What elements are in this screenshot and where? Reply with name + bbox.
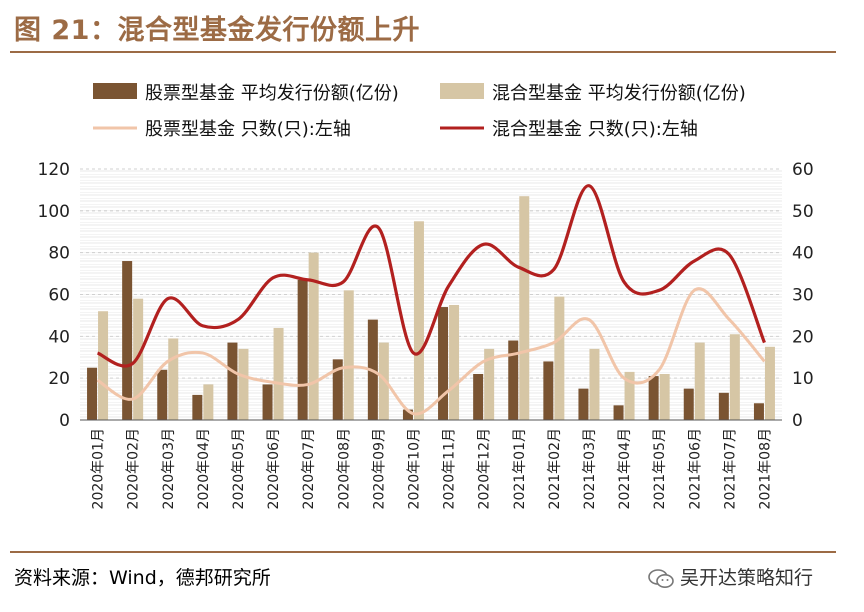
legend-label-mixed-bar: 混合型基金 平均发行份额(亿份) bbox=[492, 83, 746, 104]
y-left-tick-1: 20 bbox=[48, 369, 70, 389]
x-tick-4: 2020年05月 bbox=[231, 428, 247, 509]
bar-stock-16 bbox=[648, 376, 659, 420]
wechat-icon bbox=[648, 568, 674, 588]
bar-mixed-0 bbox=[98, 311, 109, 420]
bar-stock-5 bbox=[262, 384, 273, 420]
bar-stock-6 bbox=[297, 279, 308, 420]
legend-label-mixed-line: 混合型基金 只数(只):左轴 bbox=[492, 119, 698, 140]
x-tick-8: 2020年09月 bbox=[371, 428, 387, 509]
bar-stock-14 bbox=[578, 388, 589, 420]
title-rule bbox=[10, 51, 836, 53]
legend-swatch-mixed-bar bbox=[440, 83, 484, 99]
bar-stock-7 bbox=[332, 359, 343, 420]
bar-mixed-14 bbox=[589, 348, 600, 420]
bar-stock-2 bbox=[157, 369, 168, 420]
bar-stock-17 bbox=[683, 388, 694, 420]
x-tick-1: 2020年02月 bbox=[126, 428, 142, 509]
x-tick-2: 2020年03月 bbox=[161, 428, 177, 509]
bar-stock-11 bbox=[473, 373, 484, 420]
x-tick-19: 2021年08月 bbox=[757, 428, 773, 509]
y-right-tick-6: 60 bbox=[792, 160, 814, 180]
bar-stock-3 bbox=[192, 394, 203, 420]
bar-mixed-17 bbox=[694, 342, 705, 420]
y-right-tick-4: 40 bbox=[792, 244, 814, 264]
bar-stock-10 bbox=[438, 307, 449, 420]
bar-mixed-10 bbox=[449, 304, 460, 420]
x-tick-14: 2021年03月 bbox=[582, 428, 598, 509]
lines bbox=[96, 184, 766, 416]
brand-name: 吴开达策略知行 bbox=[680, 567, 814, 589]
y-right-tick-0: 0 bbox=[792, 411, 803, 431]
y-left-tick-2: 40 bbox=[48, 327, 70, 347]
y-right-tick-5: 50 bbox=[792, 202, 814, 222]
bar-mixed-4 bbox=[238, 348, 249, 420]
line-mixed-count bbox=[96, 184, 766, 368]
bar-mixed-7 bbox=[343, 290, 354, 420]
source-rule bbox=[10, 551, 836, 553]
legend: 股票型基金 平均发行份额(亿份) 混合型基金 平均发行份额(亿份) 股票型基金 … bbox=[93, 83, 746, 140]
bar-mixed-13 bbox=[554, 296, 565, 420]
bar-mixed-9 bbox=[413, 221, 424, 420]
figure-title: 图 21：混合型基金发行份额上升 bbox=[14, 15, 420, 46]
y-right-tick-2: 20 bbox=[792, 327, 814, 347]
bar-mixed-18 bbox=[729, 334, 740, 420]
legend-label-stock-bar: 股票型基金 平均发行份额(亿份) bbox=[145, 83, 399, 104]
y-left-tick-4: 80 bbox=[48, 244, 70, 264]
x-tick-13: 2021年02月 bbox=[547, 428, 563, 509]
y-left-tick-5: 100 bbox=[38, 202, 70, 222]
y-right-tick-1: 10 bbox=[792, 369, 814, 389]
bar-mixed-19 bbox=[764, 346, 775, 420]
y-left-tick-6: 120 bbox=[38, 160, 70, 180]
x-tick-5: 2020年06月 bbox=[266, 428, 282, 509]
bar-mixed-2 bbox=[168, 338, 179, 420]
source-note: 资料来源：Wind，德邦研究所 bbox=[14, 567, 271, 589]
bar-mixed-12 bbox=[519, 196, 530, 420]
y-left-tick-0: 0 bbox=[59, 411, 70, 431]
x-tick-18: 2021年07月 bbox=[722, 428, 738, 509]
bar-stock-4 bbox=[227, 342, 238, 420]
bar-stock-19 bbox=[753, 403, 764, 420]
bar-mixed-5 bbox=[273, 327, 284, 420]
x-tick-16: 2021年05月 bbox=[652, 428, 668, 509]
y-left-tick-3: 60 bbox=[48, 286, 70, 306]
x-tick-17: 2021年06月 bbox=[687, 428, 703, 509]
bar-mixed-6 bbox=[308, 252, 319, 420]
x-tick-9: 2020年10月 bbox=[406, 428, 422, 509]
x-tick-6: 2020年07月 bbox=[301, 428, 317, 509]
bar-stock-12 bbox=[508, 340, 519, 420]
bar-stock-18 bbox=[718, 392, 729, 420]
x-tick-12: 2021年01月 bbox=[512, 428, 528, 509]
axes: 0 20 40 60 80 100 120 0 10 20 30 40 50 60 2020年01月 2020… bbox=[38, 160, 814, 509]
legend-swatch-stock-bar bbox=[93, 83, 137, 99]
legend-label-stock-line: 股票型基金 只数(只):左轴 bbox=[145, 119, 351, 140]
bar-mixed-16 bbox=[659, 373, 670, 420]
line-stock-count bbox=[96, 287, 766, 416]
x-tick-3: 2020年04月 bbox=[196, 428, 212, 509]
bar-mixed-11 bbox=[484, 348, 495, 420]
x-tick-0: 2020年01月 bbox=[91, 428, 107, 509]
bar-mixed-15 bbox=[624, 371, 635, 420]
bar-stock-1 bbox=[122, 261, 133, 420]
bar-stock-13 bbox=[543, 361, 554, 420]
bar-stock-15 bbox=[613, 405, 624, 420]
bar-stock-0 bbox=[87, 367, 98, 420]
x-tick-7: 2020年08月 bbox=[336, 428, 352, 509]
x-tick-11: 2020年12月 bbox=[477, 428, 493, 509]
brand: 吴开达策略知行 bbox=[648, 563, 813, 590]
bar-mixed-3 bbox=[203, 384, 214, 420]
x-tick-10: 2020年11月 bbox=[442, 428, 458, 509]
x-tick-15: 2021年04月 bbox=[617, 428, 633, 509]
bar-stock-9 bbox=[402, 409, 413, 420]
chart: 股票型基金 平均发行份额(亿份) 混合型基金 平均发行份额(亿份) 股票型基金 … bbox=[38, 83, 814, 509]
y-right-tick-3: 30 bbox=[792, 286, 814, 306]
